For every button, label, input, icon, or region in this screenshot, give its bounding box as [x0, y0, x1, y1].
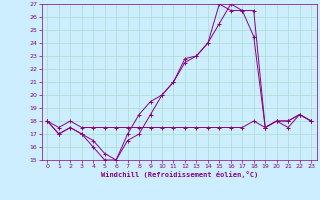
X-axis label: Windchill (Refroidissement éolien,°C): Windchill (Refroidissement éolien,°C) — [100, 171, 258, 178]
